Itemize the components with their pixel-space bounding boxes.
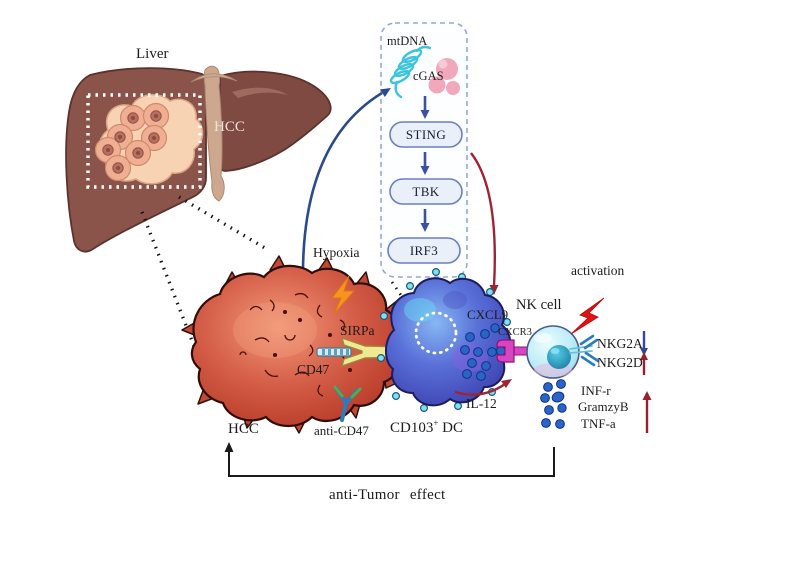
liver-ligament-wings [190,73,238,83]
hcc-cell-label: HCC [228,421,259,437]
activation-lightning-icon [570,297,605,335]
anti-tumor-arrow [224,442,555,477]
hypoxia-label: Hypoxia [313,245,360,260]
anti-cd47-label: anti-CD47 [314,423,369,438]
irf3-label: IRF3 [409,243,439,258]
hypoxia-lightning-icon [330,275,356,315]
cd47-ligand-icon [316,347,352,357]
tbk-label: TBK [412,184,440,199]
sting-node [389,121,463,148]
cgas-label: cGAS [413,69,444,83]
cytokine-inf-label: INF-r [581,383,611,398]
cytokine-gramzyb-label: GramzyB [578,399,629,414]
sting-pathway-box [380,22,468,278]
cytokine-up-arrow [642,391,652,433]
nk-receptor-icons [569,334,600,367]
activation-label: activation [571,263,625,278]
nkg2d-up-arrow [640,352,648,375]
hcc-tumor-cell [181,255,409,434]
mtdna-icon [389,45,432,99]
irf3-node [387,237,461,264]
sirpa-receptor-icon [341,337,401,367]
liver-highlight [232,87,288,98]
nk-cell-label: NK cell [516,297,562,313]
sting-to-cxcl9-arrow [470,152,499,295]
hypoxia-to-mtdna-arrow [301,88,391,269]
mtdna-label: mtDNA [387,34,428,48]
dc-cell-label: CD103+ DC [390,418,464,437]
cxcr3-label: CXCR3 [498,327,532,338]
liver-label: Liver [136,46,169,62]
liver-illustration [65,65,332,253]
hcc-cell-texture [239,292,353,397]
tbk-node [389,178,463,205]
liver-hcc-label: HCC [214,119,245,135]
cxcr3-receptor-icon [496,339,530,363]
dc-cell-label-base: CD103 [390,420,434,436]
nk-cell [526,325,600,379]
dc-inner-dotted-circle [414,311,458,355]
tumor-zoom-box [86,93,202,189]
sirpa-label: SIRPa [340,323,375,338]
anti-tumor-label: anti-Tumor effect [329,487,446,503]
il12-label: IL-12 [466,396,497,411]
liver-ligament [203,65,225,202]
cxcl9-dots [460,323,500,381]
cytokine-tnf-label: TNF-a [581,416,616,431]
nkg2a-label: NKG2A [597,336,643,351]
dc-cell-label-rest: DC [438,420,464,436]
cgas-protein-icon [428,58,460,95]
liver-tumor-cluster [94,94,204,185]
cd47-label: CD47 [297,362,330,377]
sting-label: STING [405,127,447,142]
nkg2d-label: NKG2D [597,355,643,370]
cytokine-dots [540,379,567,429]
dc-cell-label-sup: + [433,418,439,428]
il12-arrow [454,379,512,396]
pathway-cascade-arrows [420,96,430,232]
cxcl9-label: CXCL9 [467,307,509,322]
antibody-icon [333,385,362,422]
magnify-dotted-lines [140,195,266,347]
